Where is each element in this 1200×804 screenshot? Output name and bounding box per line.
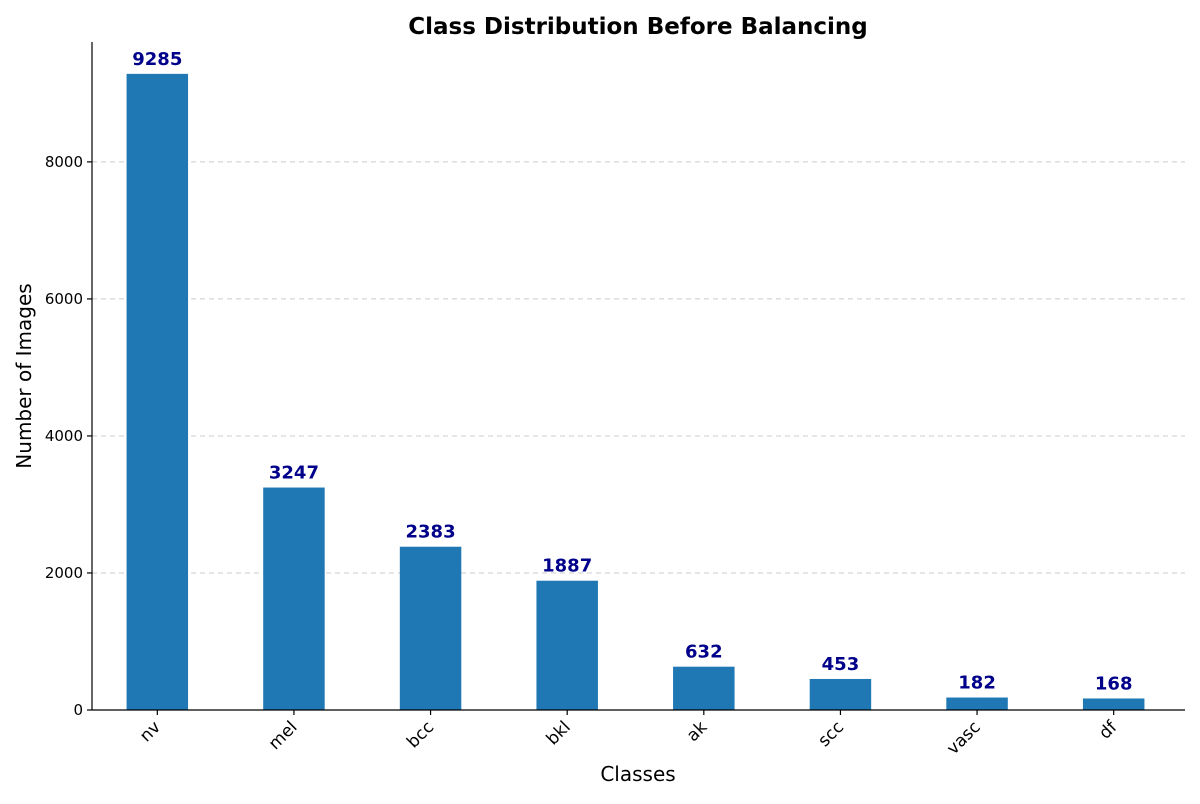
bar-bkl	[536, 580, 598, 710]
y-tick-label: 8000	[45, 153, 83, 171]
value-label: 3247	[269, 463, 319, 484]
x-tick-label: bkl	[543, 717, 575, 749]
y-tick-label: 0	[73, 701, 83, 719]
value-label: 182	[958, 673, 996, 694]
x-tick-label: df	[1095, 717, 1122, 744]
y-axis-label: Number of Images	[12, 283, 36, 468]
x-tick-label: mel	[265, 717, 302, 754]
bar-mel	[263, 487, 325, 710]
value-label: 2383	[406, 522, 456, 543]
value-label: 1887	[542, 556, 592, 577]
value-label: 9285	[132, 49, 182, 70]
value-labels: 9285 3247 2383 1887 632 453 182 168	[132, 49, 1132, 695]
grid-lines	[92, 161, 1185, 574]
bar-scc	[809, 678, 872, 710]
x-tick-label: nv	[136, 717, 165, 746]
bar-vasc	[946, 697, 1008, 710]
x-tick-label: ak	[683, 717, 712, 746]
axes: 0 2000 4000 6000 8000 nv mel bcc bkl ak scc vasc df	[45, 42, 1185, 759]
bars	[126, 73, 1145, 710]
bar-bcc	[399, 546, 462, 710]
y-tick-label: 2000	[45, 564, 83, 582]
x-tick-label: scc	[814, 717, 848, 751]
value-label: 453	[822, 654, 860, 675]
chart-title: Class Distribution Before Balancing	[408, 14, 868, 40]
bar-nv	[126, 73, 189, 710]
x-tick-label: vasc	[943, 717, 984, 758]
bar-df	[1082, 698, 1145, 710]
y-tick-label: 4000	[45, 427, 83, 445]
y-tick-label: 6000	[45, 290, 83, 308]
bar-ak	[673, 666, 735, 710]
x-axis-label: Classes	[600, 762, 675, 786]
value-label: 632	[685, 642, 723, 663]
value-label: 168	[1095, 673, 1133, 694]
x-tick-label: bcc	[403, 717, 438, 752]
